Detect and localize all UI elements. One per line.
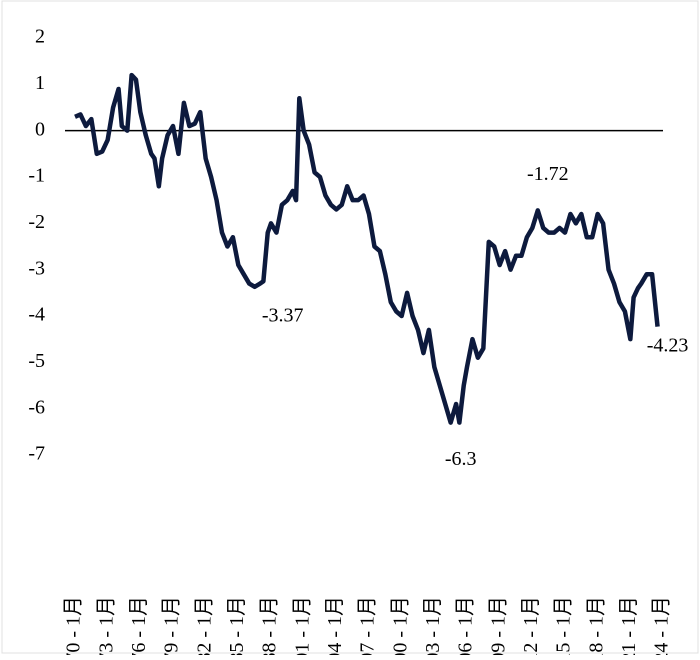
annotation: -6.3 xyxy=(445,448,477,470)
y-tick-label: -2 xyxy=(28,211,45,233)
y-tick-label: 1 xyxy=(35,72,45,94)
x-tick-label: 94 - 1月 xyxy=(324,596,346,655)
x-tick-label: 79 - 1月 xyxy=(161,596,183,655)
x-tick-label: 15 - 1月 xyxy=(553,596,575,655)
x-tick-label: 76 - 1月 xyxy=(128,596,150,655)
x-tick-label: 24 - 1月 xyxy=(651,596,673,655)
y-tick-label: -1 xyxy=(28,165,45,187)
x-tick-label: 97 - 1月 xyxy=(357,596,379,655)
y-tick-label: -3 xyxy=(28,257,45,279)
y-tick-label: 2 xyxy=(35,26,45,48)
y-tick-label: 0 xyxy=(35,118,45,140)
y-tick-label: -5 xyxy=(28,350,45,372)
y-tick-label: -7 xyxy=(28,443,45,465)
x-tick-label: 88 - 1月 xyxy=(259,596,281,655)
y-tick-label: -4 xyxy=(28,304,45,326)
x-tick-label: 85 - 1月 xyxy=(226,596,248,655)
x-tick-label: 12 - 1月 xyxy=(520,596,542,655)
annotation: -3.37 xyxy=(262,304,304,326)
annotation: -4.23 xyxy=(647,334,689,356)
x-tick-label: 70 - 1月 xyxy=(63,596,85,655)
x-tick-label: 03 - 1月 xyxy=(422,596,444,655)
x-tick-label: 73 - 1月 xyxy=(95,596,117,655)
x-tick-label: 00 - 1月 xyxy=(389,596,411,655)
annotation: -1.72 xyxy=(527,163,569,185)
x-tick-label: 09 - 1月 xyxy=(487,596,509,655)
x-tick-label: 06 - 1月 xyxy=(455,596,477,655)
x-tick-label: 91 - 1月 xyxy=(291,596,313,655)
x-tick-label: 82 - 1月 xyxy=(193,596,215,655)
line xyxy=(74,72,660,425)
y-tick-label: -6 xyxy=(28,396,45,418)
x-tick-label: 21 - 1月 xyxy=(618,596,640,655)
x-tick-label: 18 - 1月 xyxy=(585,596,607,655)
